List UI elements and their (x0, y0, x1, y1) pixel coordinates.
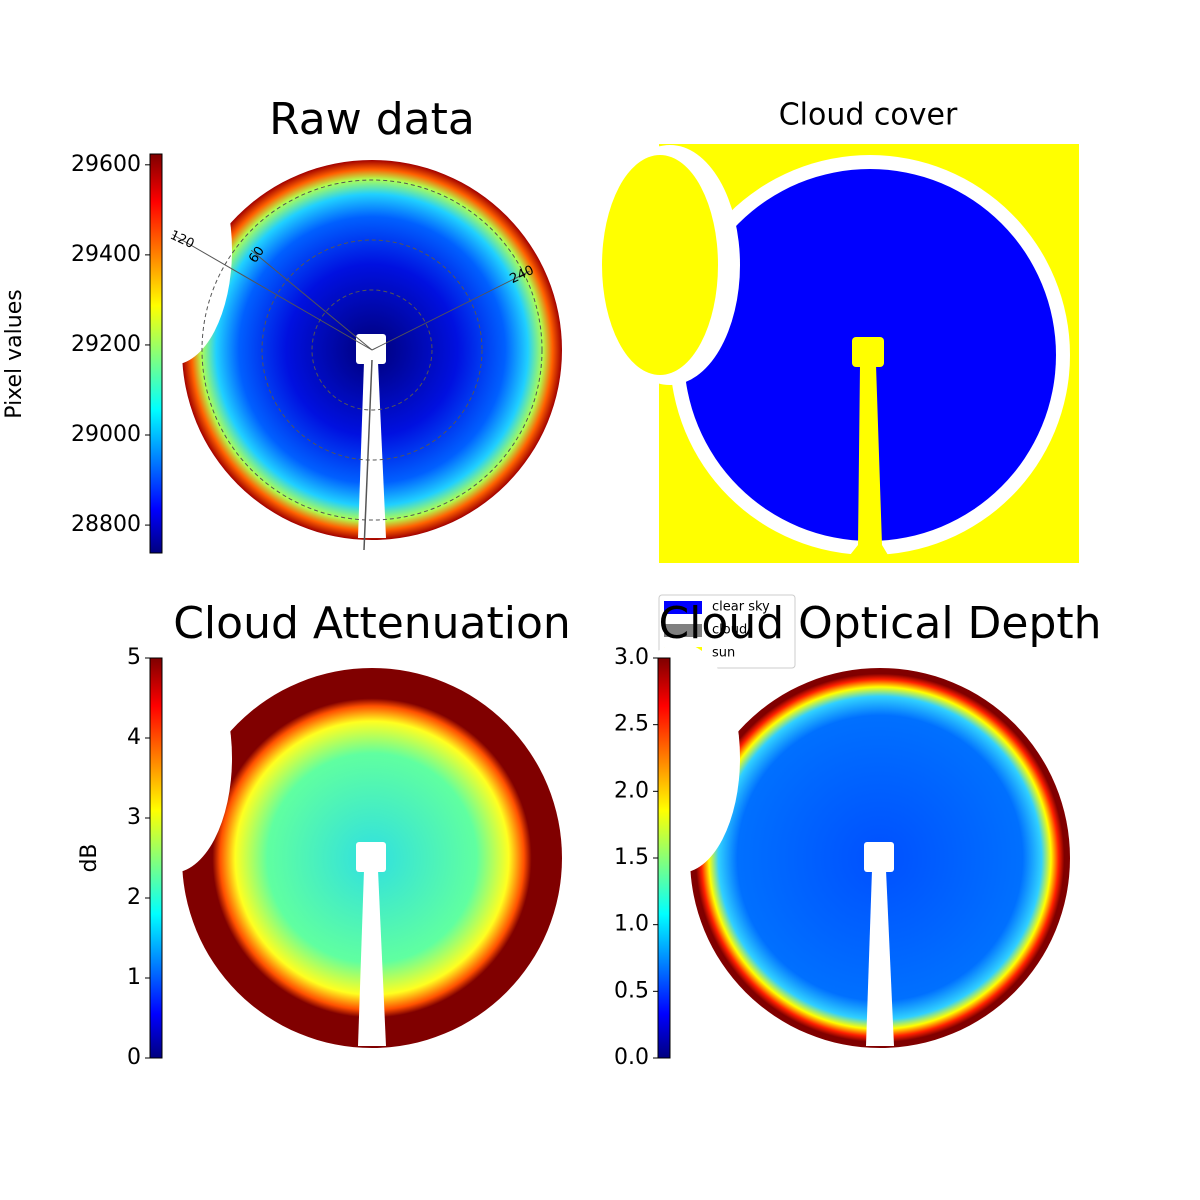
legend-swatch (664, 624, 702, 637)
panel-title: Cloud Attenuation (173, 598, 571, 649)
colorbar-tick-label: 29600 (71, 152, 141, 177)
colorbar-label: Pixel values (2, 289, 27, 418)
legend-label: sun (712, 646, 735, 661)
panel-title: Raw data (269, 94, 475, 145)
colorbar-tick-label: 29400 (71, 242, 141, 267)
colorbar-tick-label: 5 (127, 645, 141, 670)
colorbar-tick-label: 1.0 (614, 912, 649, 937)
colorbar-tick-label: 2.0 (614, 778, 649, 803)
polar-ring (201, 179, 543, 521)
mast-line (363, 359, 373, 551)
colorbar-tick-label: 3 (127, 805, 141, 830)
panel-title: Cloud cover (779, 98, 958, 133)
colorbar-tick-label: 3.0 (614, 645, 649, 670)
mast (358, 362, 386, 538)
polar-spoke (250, 249, 373, 351)
legend-label: cloud (712, 623, 747, 638)
colorbar-tick-label: 4 (127, 725, 141, 750)
obstruction (112, 643, 232, 873)
mast-top (864, 842, 894, 872)
colorbar (149, 657, 163, 1059)
colorbar-tick-label: 0 (127, 1045, 141, 1070)
polar-ring (311, 289, 433, 411)
mast-top (356, 842, 386, 872)
colorbar-tick-label: 2 (127, 885, 141, 910)
polar-spoke (371, 270, 530, 351)
legend-swatch (664, 601, 702, 614)
mast (358, 870, 386, 1046)
panel-title: Cloud Optical Depth (658, 598, 1101, 649)
colorbar-tick-label: 1.5 (614, 845, 649, 870)
mast-top (852, 337, 884, 367)
polar-spoke (172, 234, 373, 351)
colorbar-tick-label: 0.5 (614, 978, 649, 1003)
polar-ring (261, 239, 483, 461)
colorbar-tick-label: 0.0 (614, 1045, 649, 1070)
obstruction (112, 135, 232, 365)
colorbar-label: dB (77, 843, 102, 872)
colorbar (657, 657, 671, 1059)
mast (850, 365, 888, 555)
colorbar (149, 153, 163, 554)
colorbar-tick-label: 28800 (71, 512, 141, 537)
obstruction (602, 155, 718, 375)
legend-label: clear sky (712, 600, 770, 615)
colorbar-tick-label: 29000 (71, 422, 141, 447)
colorbar-tick-label: 2.5 (614, 712, 649, 737)
obstruction (620, 643, 740, 873)
colorbar-tick-label: 1 (127, 965, 141, 990)
colorbar-tick-label: 29200 (71, 332, 141, 357)
mast (866, 870, 894, 1046)
